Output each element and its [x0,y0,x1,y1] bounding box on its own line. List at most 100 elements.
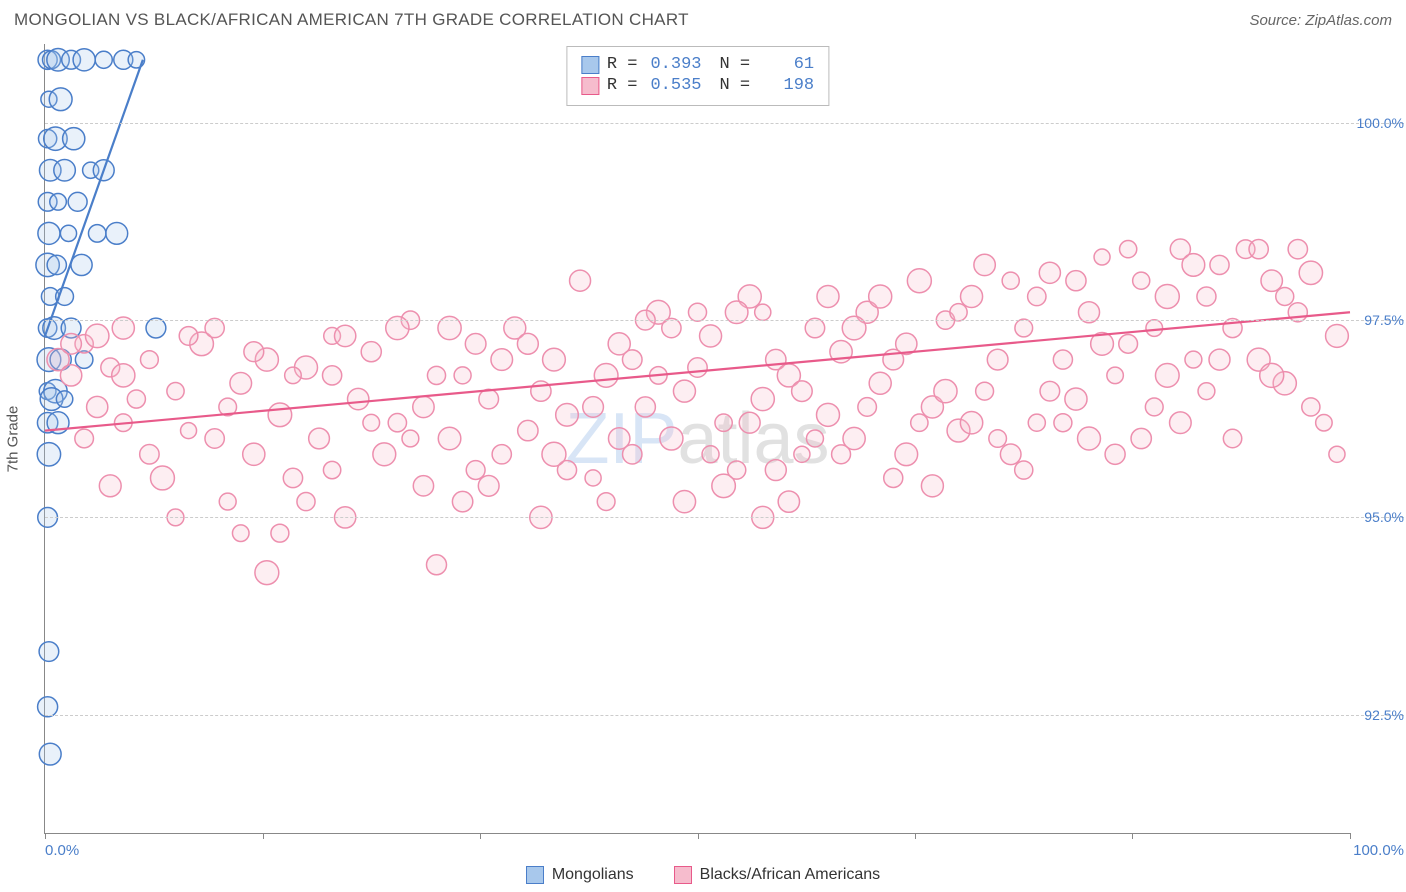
scatter-point [373,443,396,466]
scatter-point [71,254,92,275]
scatter-point [715,414,732,431]
scatter-point [1078,427,1101,450]
gridline-h [45,320,1404,321]
scatter-point [597,493,615,511]
scatter-point [1155,364,1179,388]
scatter-point [1260,363,1284,387]
scatter-point [1210,255,1229,274]
scatter-point [205,318,224,337]
scatter-point [150,466,174,490]
scatter-point [61,334,82,355]
scatter-point [492,445,511,464]
scatter-point [1197,287,1216,306]
scatter-point [73,49,95,71]
y-tick-label: 97.5% [1354,312,1404,328]
scatter-point [1170,412,1192,434]
x-tick-mark [263,833,264,839]
n-label: N = [720,76,751,95]
scatter-point [1028,287,1046,305]
scatter-point [662,318,681,337]
scatter-point [454,367,471,384]
bottom-legend: Mongolians Blacks/African Americans [0,866,1406,884]
scatter-point [452,491,472,511]
scatter-point [60,225,76,241]
scatter-point [95,51,112,68]
scatter-point [413,396,434,417]
scatter-point [950,304,967,321]
r-label: R = [607,76,638,95]
scatter-point [361,342,381,362]
scatter-point [1185,351,1202,368]
scatter-point [322,366,341,385]
scatter-point [38,222,60,244]
scatter-point [921,475,943,497]
scatter-point [869,285,892,308]
scatter-point [1039,262,1060,283]
legend-item: Mongolians [526,866,634,884]
scatter-point [1015,461,1033,479]
scatter-point [542,442,566,466]
scatter-point [832,445,851,464]
scatter-point [594,364,618,388]
r-label: R = [607,55,638,74]
scatter-point [309,428,330,449]
x-axis-max-label: 100.0% [1353,842,1404,859]
scatter-point [243,443,265,465]
scatter-point [255,561,279,585]
scatter-point [1146,320,1163,337]
scatter-point [1107,367,1124,384]
scatter-point [673,490,695,512]
chart-title: MONGOLIAN VS BLACK/AFRICAN AMERICAN 7TH … [14,10,689,30]
scatter-point [700,325,722,347]
scatter-point [232,525,249,542]
scatter-point [608,428,629,449]
x-tick-mark [480,833,481,839]
scatter-point [1155,284,1179,308]
scatter-point [1120,241,1137,258]
scatter-point [1066,271,1086,291]
scatter-point [1249,239,1268,258]
scatter-point [792,381,813,402]
scatter-point [167,383,184,400]
legend-swatch [674,866,692,884]
scatter-point [751,387,774,410]
scatter-point [739,412,760,433]
scatter-point [805,318,824,337]
scatter-point [297,493,315,511]
plot-area: 7th Grade ZIPatlas R =0.393N =61R =0.535… [44,44,1350,834]
scatter-point [1094,249,1110,265]
scatter-point [1276,287,1294,305]
r-value: 0.393 [646,55,702,74]
x-tick-mark [698,833,699,839]
legend-swatch [581,56,599,74]
scatter-point [1182,254,1205,277]
y-tick-label: 95.0% [1354,509,1404,525]
scatter-point [817,285,839,307]
scatter-point [63,128,85,150]
scatter-point [75,429,94,448]
scatter-point [479,389,499,409]
scatter-point [817,403,840,426]
scatter-point [426,555,446,575]
scatter-point [402,430,419,447]
legend-swatch [581,77,599,95]
x-tick-mark [1350,833,1351,839]
scatter-point [285,367,302,384]
scatter-point [907,269,931,293]
scatter-point [1131,428,1151,448]
scatter-point [140,445,159,464]
scatter-point [989,430,1007,448]
stats-row: R =0.535N =198 [581,76,814,95]
x-tick-mark [915,833,916,839]
scatter-point [1040,381,1060,401]
legend-label: Mongolians [552,866,634,884]
scatter-point [283,468,302,487]
plot-wrapper: 7th Grade ZIPatlas R =0.393N =61R =0.535… [44,44,1350,834]
legend-item: Blacks/African Americans [674,866,881,884]
scatter-point [961,285,983,307]
x-axis-end-labels: 0.0% 100.0% [45,842,1404,859]
scatter-point [438,427,461,450]
scatter-point [54,159,76,181]
scatter-point [583,397,604,418]
scatter-point [39,743,61,765]
